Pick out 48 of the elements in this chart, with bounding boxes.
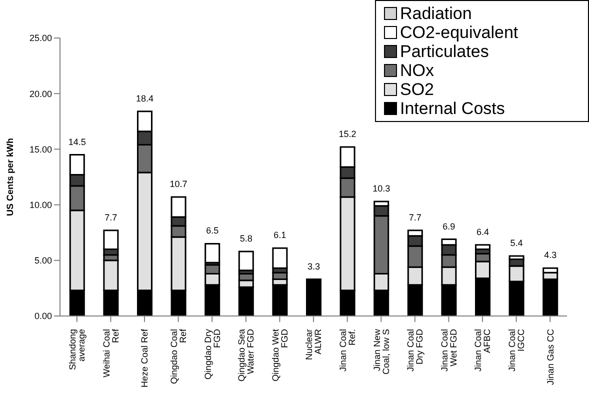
y-tick-label: 20.00 — [29, 88, 52, 99]
legend-label: Radiation — [400, 4, 472, 23]
total-label: 14.5 — [68, 136, 86, 147]
bar — [238, 250, 254, 272]
y-tick-label: 15.00 — [29, 144, 52, 154]
x-tick-label: Jinan Coal Wet FGD — [439, 328, 458, 372]
legend-label: NOx — [400, 61, 434, 80]
x-tick-label: Jinan Coal IGCC — [506, 328, 526, 372]
total-label: 6.1 — [274, 230, 286, 240]
x-tick-label: Qingdao Sea Water FGD — [236, 328, 256, 382]
x-tick-label: Qingdao Wet FGD — [270, 328, 290, 382]
legend-label: CO2-equivalent — [400, 23, 518, 42]
bar — [204, 242, 220, 264]
total-label: 4.3 — [544, 250, 557, 260]
y-tick-label: 10.00 — [29, 200, 52, 210]
legend-label: SO2 — [400, 80, 434, 99]
x-tick-label: Nuclear ALWR — [304, 328, 324, 360]
y-tick-label: 5.00 — [34, 256, 52, 266]
total-label: 3.3 — [307, 261, 320, 272]
total-label: 15.2 — [338, 128, 356, 139]
x-tick-label: Jinan Coal Dry FGD — [406, 328, 425, 372]
total-label: 18.4 — [136, 93, 154, 104]
x-tick-label: Shandong average — [68, 329, 87, 370]
x-tick-label: Qingdao Coal Ref — [168, 328, 188, 384]
total-label: 5.4 — [510, 238, 523, 248]
x-tick-label: Weihai Coal Ref — [101, 328, 120, 378]
legend-label: Internal Costs — [400, 99, 505, 118]
y-axis-title: US Cents per kWh — [5, 138, 16, 216]
total-label: 6.4 — [476, 226, 489, 237]
x-tick-label: Heze Coal Ref — [140, 328, 150, 388]
total-label: 7.7 — [408, 212, 422, 222]
x-tick-label: Jinan Coal Ref. — [338, 329, 357, 372]
x-tick-label: Jinan New Coal, low S — [372, 328, 391, 375]
total-label: 10.3 — [372, 183, 390, 194]
total-label: 5.8 — [240, 234, 252, 244]
bar — [474, 244, 490, 250]
total-label: 6.5 — [206, 226, 219, 236]
bar — [306, 278, 322, 316]
total-label: 7.7 — [104, 212, 118, 222]
x-tick-label: Jinan Coal AFBC — [473, 328, 492, 372]
bar — [272, 284, 288, 316]
legend-label: Particulates — [400, 42, 489, 61]
total-label: 10.7 — [170, 179, 188, 190]
y-tick-label: 0.00 — [34, 311, 52, 322]
total-label: 6.9 — [442, 221, 456, 232]
y-tick-label: 25.00 — [29, 33, 52, 44]
x-tick-label: Jinan Gas CC — [545, 328, 556, 386]
x-tick-label: Qingdao Dry FGD — [202, 328, 222, 380]
